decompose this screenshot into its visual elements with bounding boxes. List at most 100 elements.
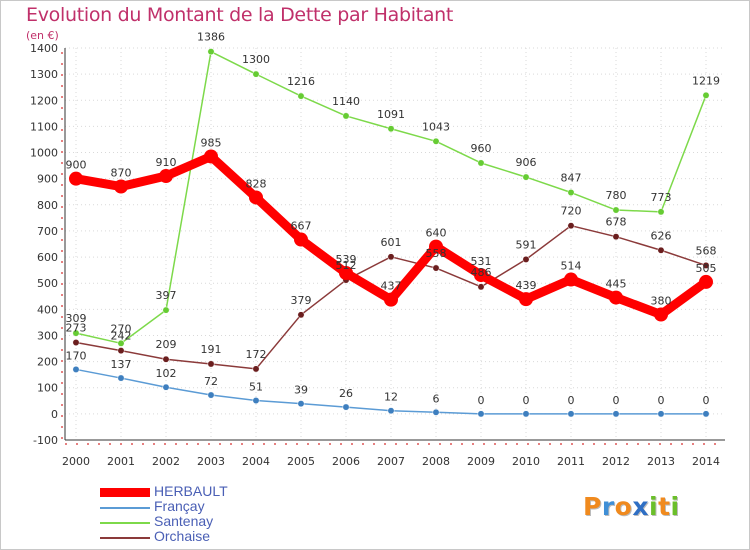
data-label-franay: 12 [384,391,398,404]
point-orchaise [72,339,80,346]
axes: -100010020030040050060070080090010001100… [30,42,725,468]
point-franay [522,410,530,418]
point-franay [432,408,440,416]
data-label-herbault: 531 [471,255,492,268]
x-tick-label: 2010 [512,455,540,468]
data-label-santenay: 1140 [332,95,360,108]
point-herbault [294,232,308,247]
data-label-franay: 0 [478,394,485,407]
point-orchaise [702,261,710,269]
data-label-herbault: 439 [516,279,537,292]
data-label-herbault: 505 [696,262,717,275]
data-label-orchaise: 191 [201,343,222,356]
logo-letter: o [614,492,633,521]
point-santenay [702,91,710,99]
point-orchaise [477,283,485,291]
legend-label-francay: Françay [154,498,205,514]
data-label-orchaise: 678 [606,216,627,229]
data-label-santenay: 847 [561,172,582,185]
x-tick-label: 2001 [107,455,135,468]
y-tick-label: 600 [37,251,58,264]
point-franay [162,383,170,391]
data-label-santenay: 309 [66,312,87,325]
data-label-herbault: 828 [246,177,267,190]
point-franay [657,410,665,418]
point-franay [72,365,80,373]
data-label-franay: 26 [339,387,353,400]
point-franay [207,391,215,399]
point-herbault [114,179,128,194]
data-label-herbault: 380 [651,295,672,308]
x-tick-label: 2005 [287,455,315,468]
point-santenay [432,137,440,145]
data-label-franay: 0 [703,394,710,407]
point-santenay [657,208,665,216]
data-label-orchaise: 273 [66,322,87,335]
y-tick-label: 100 [37,382,58,395]
point-santenay [297,92,305,100]
data-label-orchaise: 558 [426,247,447,260]
data-label-santenay: 397 [156,289,177,302]
point-franay [117,374,125,382]
data-label-santenay: 960 [471,142,492,155]
data-label-santenay: 1043 [422,120,450,133]
y-tick-label: 300 [37,329,58,342]
data-label-franay: 0 [523,394,530,407]
data-label-herbault: 445 [606,278,627,291]
data-label-franay: 137 [111,358,132,371]
legend-swatch-santenay [100,522,150,524]
point-santenay [567,189,575,196]
logo-letter: i [670,492,680,521]
point-santenay [387,125,395,133]
data-label-orchaise: 379 [291,294,312,307]
point-herbault [609,290,623,305]
y-tick-label: 900 [37,173,58,186]
point-orchaise [567,222,575,230]
y-tick-label: 500 [37,277,58,290]
x-tick-label: 2000 [62,455,90,468]
point-franay [387,407,395,415]
data-label-franay: 39 [294,384,308,397]
data-label-santenay: 270 [111,322,132,335]
x-tick-label: 2002 [152,455,180,468]
data-label-orchaise: 591 [516,238,537,251]
x-tick-label: 2003 [197,455,225,468]
point-franay [297,400,305,408]
point-herbault [204,149,218,164]
point-herbault [249,190,263,205]
point-franay [702,410,710,418]
x-tick-label: 2013 [647,455,675,468]
point-santenay [162,306,170,314]
data-label-herbault: 514 [561,260,582,273]
point-orchaise [522,255,530,263]
y-tick-label: 200 [37,356,58,369]
x-tick-label: 2011 [557,455,585,468]
y-tick-label: 1400 [30,42,58,55]
legend-label-orchaise: Orchaise [154,528,211,544]
data-label-santenay: 1216 [287,75,315,88]
data-label-franay: 102 [156,367,177,380]
data-label-orchaise: 209 [156,338,177,351]
data-label-santenay: 1219 [692,74,720,87]
data-label-franay: 72 [204,375,218,388]
data-label-franay: 0 [568,394,575,407]
data-label-franay: 0 [613,394,620,407]
point-herbault [339,266,353,281]
point-franay [342,403,350,411]
point-santenay [522,173,530,181]
data-label-orchaise: 568 [696,244,717,257]
logo-letter: x [632,492,649,521]
point-herbault [564,272,578,287]
x-tick-label: 2007 [377,455,405,468]
grid [65,47,725,441]
legend-swatch-francay [100,507,150,509]
series [69,48,713,418]
point-herbault [159,169,173,184]
y-tick-label: 1000 [30,147,58,160]
data-label-herbault: 437 [381,280,402,293]
point-orchaise [252,365,260,373]
data-label-santenay: 906 [516,156,537,169]
data-label-franay: 170 [66,349,87,362]
point-orchaise [162,355,170,363]
